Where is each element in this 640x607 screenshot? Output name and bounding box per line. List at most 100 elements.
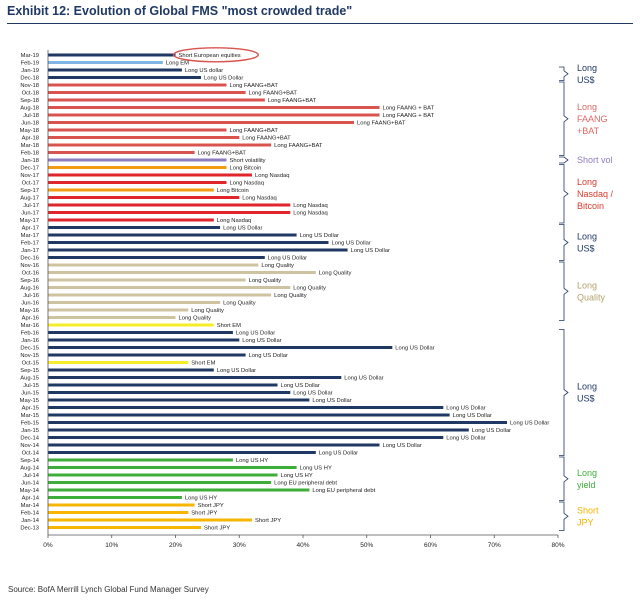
month-tick-label: Dec-15 [20, 346, 39, 352]
annotation-brace [559, 81, 569, 156]
bar-data-label: Long Nasdaq [217, 218, 252, 224]
annotation-braces: Long US$ Long FAANG +BAT Short vol Long Nasdaq … [559, 63, 614, 531]
bar-jan-16 [48, 338, 240, 342]
month-tick-label: May-15 [20, 398, 39, 404]
bar-dec-15 [48, 346, 393, 349]
bar-mar-18 [48, 143, 272, 147]
month-tick-label: Sep-18 [20, 98, 39, 104]
annotation-label: JPY [577, 517, 594, 527]
bar-data-label: Long FAANG+BAT [230, 83, 279, 89]
month-tick-label: Dec-18 [20, 76, 39, 82]
bar-jan-15 [48, 428, 469, 432]
bar-data-label: Long Quality [319, 271, 352, 277]
bar-data-label: Long US Dollar [204, 76, 243, 82]
month-tick-label: Mar-14 [21, 503, 40, 509]
month-tick-label: Mar-19 [21, 53, 39, 59]
bar-data-label: Long FAANG+BAT [249, 91, 298, 97]
title-rule [7, 23, 633, 24]
month-tick-label: Dec-16 [20, 256, 39, 262]
month-tick-label: Sep-14 [20, 458, 39, 464]
annotation-label: US$ [577, 244, 595, 254]
bar-sep-18 [48, 98, 265, 102]
bar-dec-18 [48, 76, 201, 79]
bar-nov-16 [48, 263, 259, 267]
annotation-brace [559, 329, 569, 456]
bar-data-label: Long US Dollar [236, 331, 275, 337]
bar-mar-15 [48, 413, 450, 417]
bar-nov-18 [48, 83, 227, 87]
bar-data-label: Long FAANG + BAT [383, 106, 435, 112]
annotation-label: Long [577, 102, 597, 112]
annotation-label: Bitcoin [577, 201, 604, 211]
highlight-circle [172, 47, 260, 63]
month-tick-label: Jun-18 [21, 121, 39, 127]
month-tick-label: Oct-14 [22, 451, 40, 457]
bar-jul-15 [48, 383, 278, 387]
annotation-label: Long [577, 177, 597, 187]
month-tick-label: Dec-14 [20, 436, 39, 442]
bar-jun-15 [48, 391, 291, 394]
bar-nov-17 [48, 173, 252, 177]
bar-data-label: Long Quality [223, 301, 256, 307]
x-tick-label: 0% [43, 542, 53, 549]
bar-may-14 [48, 488, 310, 492]
bar-dec-14 [48, 436, 444, 439]
bar-data-label: Long US Dollar [446, 436, 485, 442]
month-tick-label: May-14 [20, 488, 40, 494]
bar-aug-15 [48, 376, 342, 379]
month-tick-label: Aug-14 [20, 466, 39, 472]
bar-dec-17 [48, 166, 227, 169]
annotation-label: Nasdaq / [577, 189, 614, 199]
month-tick-label: Mar-15 [21, 413, 39, 419]
annotation-brace [559, 156, 569, 164]
bar-apr-14 [48, 496, 182, 499]
month-tick-label: Aug-15 [20, 376, 39, 382]
month-tick-label: Jul-14 [23, 473, 40, 479]
bar-jan-18 [48, 158, 227, 162]
bar-aug-14 [48, 466, 297, 469]
bar-jul-18 [48, 113, 380, 117]
bar-data-label: Long US Dollar [293, 391, 332, 397]
source-note: Source: BofA Merrill Lynch Global Fund M… [8, 585, 209, 594]
bar-data-label: Short volatility [230, 158, 266, 164]
bar-jul-16 [48, 293, 272, 297]
bar-may-18 [48, 128, 227, 132]
bar-data-label: Long FAANG+BAT [198, 151, 247, 157]
annotation-label: US$ [577, 75, 595, 85]
month-tick-label: Jul-18 [23, 113, 39, 119]
bar-data-label: Long US Dollar [351, 248, 390, 254]
x-tick-label: 80% [551, 542, 564, 549]
annotation-label: US$ [577, 394, 595, 404]
bar-data-label: Long Quality [179, 316, 212, 322]
annotation-label: yield [577, 480, 596, 490]
bar-may-16 [48, 308, 189, 312]
bar-data-label: Long Quality [274, 293, 307, 299]
bars-layer: Mar-19 Short European equities Feb-19 Long … [20, 47, 549, 532]
bar-data-label: Short JPY [204, 526, 230, 532]
bar-data-label: Long US HY [281, 473, 313, 479]
month-tick-label: Jun-15 [21, 391, 39, 397]
bar-feb-19 [48, 61, 163, 64]
bar-jan-19 [48, 68, 182, 72]
bar-aug-17 [48, 196, 240, 199]
month-tick-label: Jun-16 [21, 301, 39, 307]
month-tick-label: Oct-16 [22, 271, 39, 277]
bar-data-label: Long US Dollar [268, 256, 307, 262]
bar-data-label: Short JPY [255, 518, 281, 524]
bar-sep-17 [48, 188, 214, 192]
month-tick-label: Mar-17 [21, 233, 39, 239]
bar-data-label: Short European equities [179, 53, 241, 59]
bar-data-label: Long Quality [191, 308, 224, 314]
bar-data-label: Long US Dollar [510, 421, 549, 427]
bar-data-label: Short EM [191, 361, 215, 367]
bar-data-label: Long US Dollar [344, 376, 383, 382]
bar-data-label: Long US HY [300, 466, 332, 472]
annotation-brace [559, 261, 569, 321]
bar-oct-15 [48, 361, 189, 364]
month-tick-label: Apr-14 [22, 496, 40, 502]
month-tick-label: May-17 [20, 218, 39, 224]
month-tick-label: Aug-16 [20, 286, 39, 292]
annotation-label: Quality [577, 292, 606, 302]
annotation-label: +BAT [577, 126, 600, 136]
